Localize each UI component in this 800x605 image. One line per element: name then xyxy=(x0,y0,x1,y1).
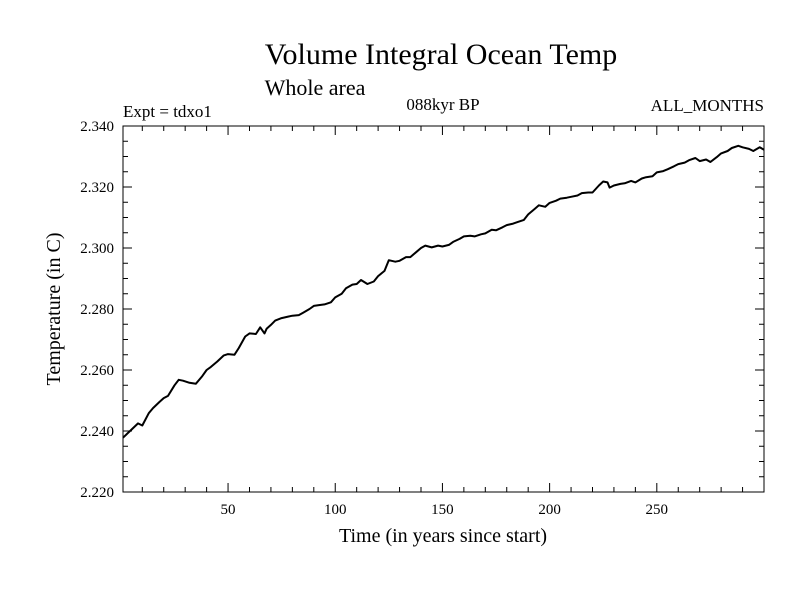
y-tick-label: 2.220 xyxy=(80,485,114,501)
y-tick-label: 2.280 xyxy=(80,302,114,318)
x-tick-label: 200 xyxy=(538,502,561,518)
y-tick-label: 2.260 xyxy=(80,363,114,379)
x-axis-label: Time (in years since start) xyxy=(339,525,547,547)
x-tick-label: 50 xyxy=(221,502,236,518)
annotation-expt: Expt = tdxo1 xyxy=(123,102,212,121)
x-tick-label: 100 xyxy=(324,502,347,518)
annotation-months: ALL_MONTHS xyxy=(651,96,764,115)
series-layer xyxy=(122,144,765,439)
y-tick-label: 2.320 xyxy=(80,180,114,196)
chart-subtitle: Whole area xyxy=(265,75,366,100)
x-tick-label: 150 xyxy=(431,502,454,518)
chart-title: Volume Integral Ocean Temp xyxy=(265,38,618,71)
plot-frame xyxy=(122,125,765,493)
annotation-period: 088kyr BP xyxy=(406,95,479,114)
y-tick-label: 2.240 xyxy=(80,424,114,440)
axis-ticks xyxy=(123,125,764,493)
y-axis-tick-labels: 2.220 2.240 2.260 2.280 2.300 2.320 2.340 xyxy=(80,119,114,501)
x-axis-tick-labels: 50 100 150 200 250 xyxy=(221,502,669,518)
series-line xyxy=(122,144,765,439)
y-tick-label: 2.300 xyxy=(80,241,114,257)
x-tick-label: 250 xyxy=(646,502,669,518)
y-axis-label: Temperature (in C) xyxy=(43,233,65,386)
y-tick-label: 2.340 xyxy=(80,119,114,135)
